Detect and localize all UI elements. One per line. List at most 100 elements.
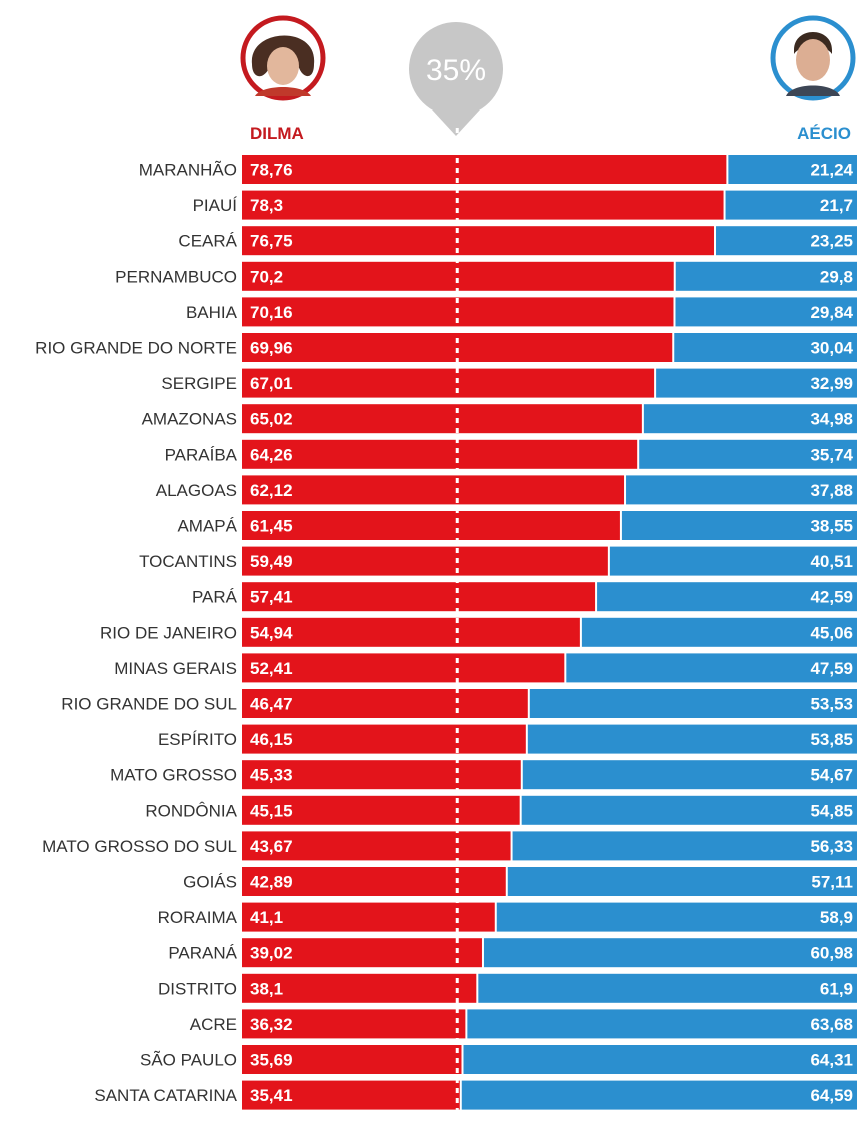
bar-aecio (716, 226, 857, 256)
bar-dilma (242, 582, 596, 612)
value-label-dilma: 36,32 (250, 1015, 293, 1034)
bar-aecio (512, 831, 857, 861)
bar-dilma (242, 226, 715, 256)
bar-aecio (675, 297, 857, 327)
state-label: DISTRITO (158, 979, 237, 998)
bar-dilma (242, 689, 528, 718)
value-label-aecio: 64,31 (810, 1051, 853, 1070)
value-label-aecio: 38,55 (810, 517, 853, 536)
value-label-dilma: 46,15 (250, 730, 293, 749)
value-label-dilma: 54,94 (250, 623, 293, 642)
dilma-portrait-icon (240, 15, 326, 101)
bar-dilma (242, 155, 727, 184)
legend-aecio: AÉCIO (797, 124, 851, 143)
bar-aecio (639, 439, 857, 469)
value-label-dilma: 70,2 (250, 267, 283, 286)
bar-dilma (242, 973, 477, 1003)
bar-rows: MARANHÃO 78,76 21,24 PIAUÍ 78,3 21,7 CEARÁ 76,7… (35, 155, 857, 1110)
bar-dilma (242, 368, 655, 398)
bar-dilma (242, 831, 511, 861)
value-label-aecio: 35,74 (810, 445, 853, 464)
state-label: RONDÔNIA (145, 801, 237, 820)
bar-dilma (242, 190, 724, 220)
bar-dilma (242, 475, 625, 505)
bar-aecio (478, 973, 857, 1003)
state-label: ESPÍRITO (158, 730, 237, 749)
value-label-dilma: 70,16 (250, 303, 293, 322)
bar-dilma (242, 617, 580, 647)
value-label-dilma: 67,01 (250, 374, 293, 393)
state-label: PARAÍBA (165, 445, 238, 464)
value-label-aecio: 37,88 (810, 481, 853, 500)
value-label-dilma: 35,69 (250, 1051, 293, 1070)
bar-dilma (242, 1080, 460, 1110)
aecio-portrait-icon (770, 15, 856, 101)
value-label-dilma: 41,1 (250, 908, 283, 927)
bar-aecio (496, 902, 857, 932)
value-label-aecio: 29,84 (810, 303, 853, 322)
value-label-dilma: 64,26 (250, 445, 293, 464)
bar-aecio (621, 511, 857, 540)
value-label-dilma: 59,49 (250, 552, 293, 571)
bar-dilma (242, 760, 521, 790)
state-label: MATO GROSSO DO SUL (42, 837, 237, 856)
bar-dilma (242, 795, 520, 825)
bar-aecio (521, 795, 857, 825)
state-label: ACRE (190, 1015, 237, 1034)
value-label-dilma: 38,1 (250, 979, 283, 998)
state-label: MARANHÃO (139, 161, 237, 180)
threshold-marker: 35% (409, 22, 503, 136)
bar-dilma (242, 653, 565, 683)
value-label-aecio: 21,24 (810, 161, 853, 180)
state-label: PERNAMBUCO (115, 267, 237, 286)
value-label-dilma: 62,12 (250, 481, 293, 500)
value-label-aecio: 58,9 (820, 908, 853, 927)
value-label-aecio: 47,59 (810, 659, 853, 678)
state-label: GOIÁS (183, 873, 237, 892)
bar-aecio (674, 333, 857, 362)
state-label: PARANÁ (168, 944, 237, 963)
value-label-aecio: 60,98 (810, 944, 853, 963)
bar-aecio (675, 261, 857, 291)
bar-aecio (609, 546, 857, 576)
value-label-aecio: 29,8 (820, 267, 853, 286)
value-label-dilma: 35,41 (250, 1086, 293, 1105)
value-label-aecio: 53,85 (810, 730, 853, 749)
state-label: RIO DE JANEIRO (100, 623, 237, 642)
bar-aecio (597, 582, 857, 612)
state-label: RIO GRANDE DO NORTE (35, 339, 237, 358)
bar-aecio (522, 760, 857, 790)
value-label-dilma: 65,02 (250, 410, 293, 429)
bar-aecio (483, 938, 857, 968)
value-label-dilma: 43,67 (250, 837, 293, 856)
bar-aecio (626, 475, 857, 505)
bar-dilma (242, 724, 526, 754)
bar-dilma (242, 404, 642, 434)
value-label-dilma: 45,33 (250, 766, 293, 785)
bar-dilma (242, 546, 608, 576)
bar-aecio (467, 1009, 857, 1039)
state-label: MINAS GERAIS (114, 659, 237, 678)
value-label-aecio: 57,11 (811, 873, 853, 892)
value-label-aecio: 63,68 (810, 1015, 853, 1034)
state-label: CEARÁ (178, 232, 237, 251)
bar-dilma (242, 261, 674, 291)
value-label-aecio: 54,67 (810, 766, 853, 785)
value-label-dilma: 45,15 (250, 801, 293, 820)
state-label: TOCANTINS (139, 552, 237, 571)
bar-dilma (242, 867, 506, 896)
legend-dilma: DILMA (250, 124, 304, 143)
value-label-dilma: 78,3 (250, 196, 283, 215)
bar-aecio (728, 155, 857, 184)
value-label-aecio: 61,9 (820, 979, 853, 998)
value-label-dilma: 76,75 (250, 232, 293, 251)
value-label-dilma: 61,45 (250, 517, 293, 536)
state-label: ALAGOAS (156, 481, 237, 500)
value-label-dilma: 46,47 (250, 695, 293, 714)
bar-aecio (656, 368, 857, 398)
value-label-dilma: 78,76 (250, 161, 293, 180)
bar-aecio (581, 617, 857, 647)
bar-aecio (461, 1080, 857, 1110)
value-label-aecio: 23,25 (810, 232, 853, 251)
value-label-aecio: 30,04 (810, 339, 853, 358)
